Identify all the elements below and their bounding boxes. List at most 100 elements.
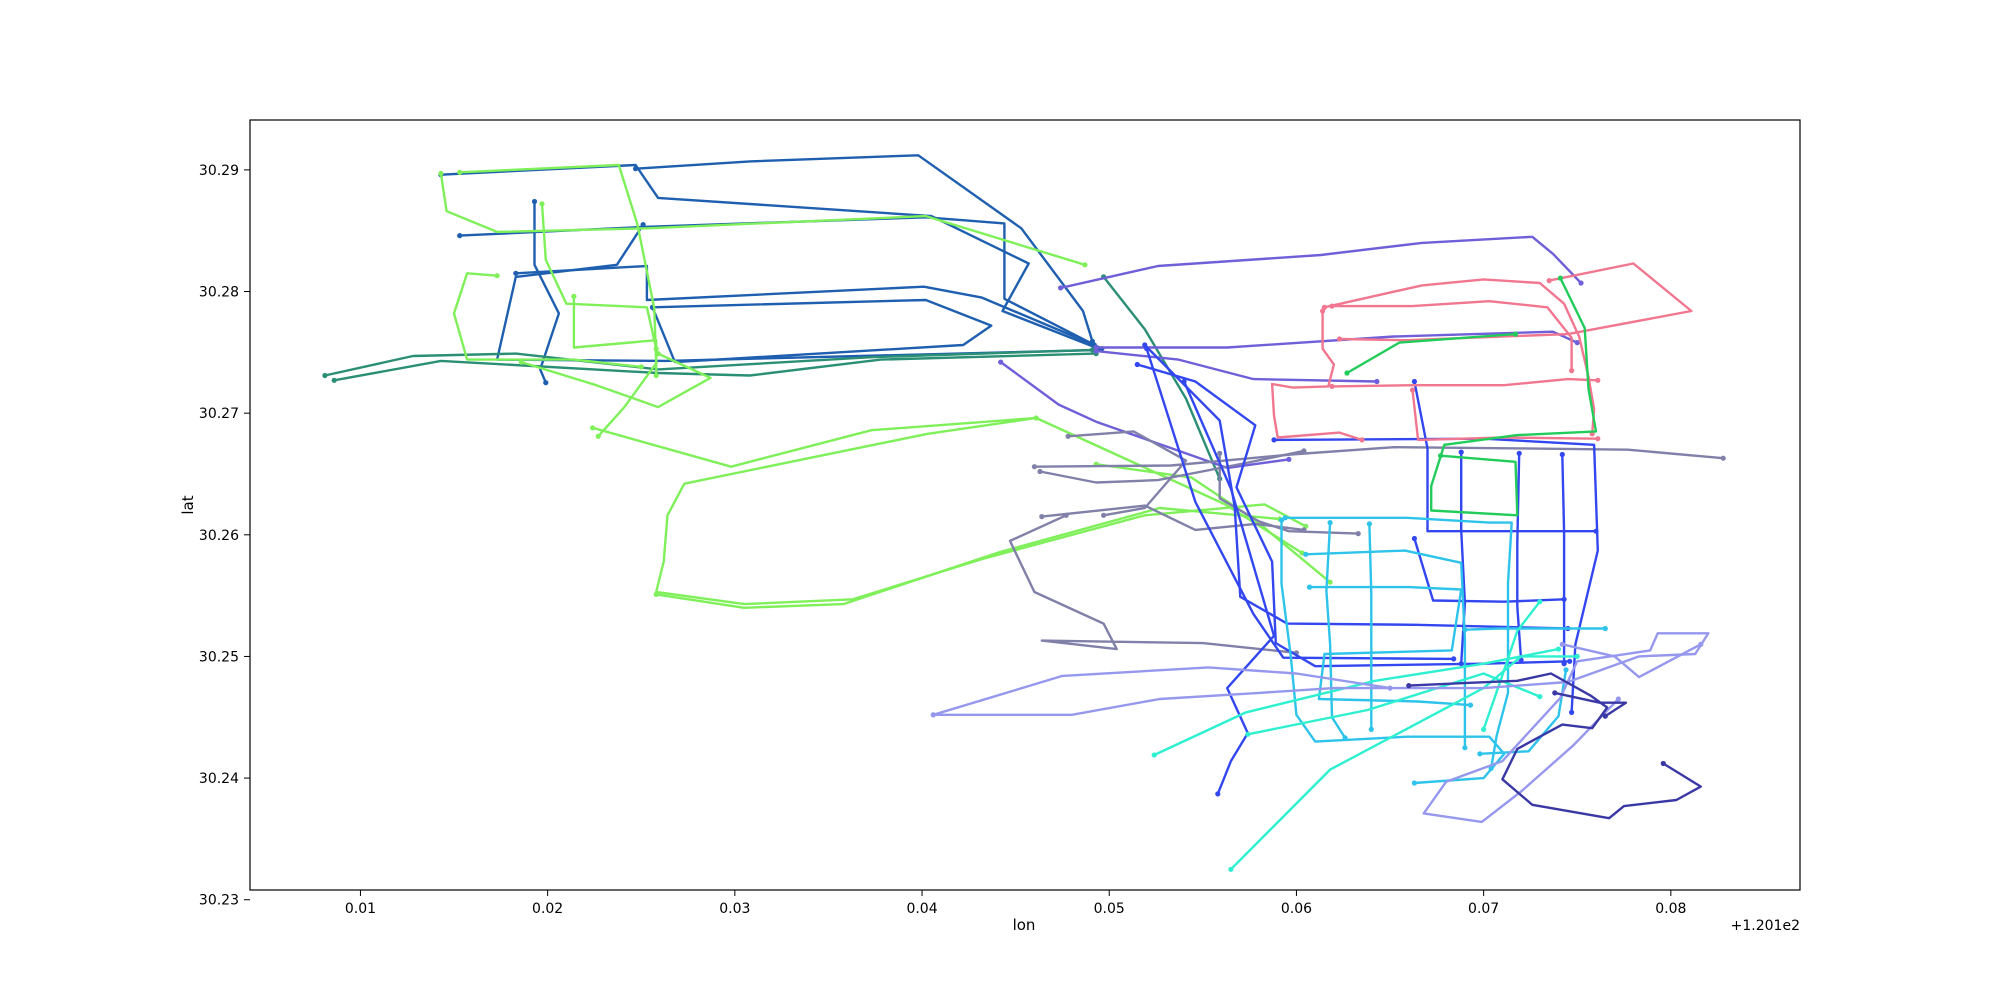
trajectory-endpoint-36-start bbox=[1458, 449, 1464, 455]
trajectory-line-52 bbox=[1325, 521, 1347, 740]
trajectory-endpoint-32-end bbox=[1451, 656, 1457, 662]
y-tick-label: 30.24 bbox=[199, 771, 239, 787]
trajectory-endpoint-25-end bbox=[1301, 448, 1307, 454]
trajectory-endpoint-2-start bbox=[457, 233, 463, 239]
trajectory-endpoint-45-end bbox=[1595, 436, 1601, 442]
trajectory-endpoint-46-end bbox=[1438, 453, 1444, 459]
trajectory-endpoint-12-start bbox=[539, 201, 545, 207]
trajectory-line-9 bbox=[1102, 275, 1221, 480]
y-tick-label: 30.25 bbox=[199, 649, 239, 665]
trajectory-endpoint-15-start bbox=[518, 359, 525, 365]
trajectory-endpoint-61-start bbox=[930, 712, 936, 718]
trajectory-endpoint-48-start bbox=[1278, 517, 1285, 523]
trajectory-endpoint-52-start bbox=[1327, 520, 1333, 526]
trajectory-endpoint-41-start bbox=[1320, 308, 1326, 314]
trajectory-endpoint-37-start bbox=[1516, 450, 1522, 456]
trajectory-endpoint-42-end bbox=[1595, 377, 1601, 383]
trajectory-line-22 bbox=[999, 360, 1291, 470]
trajectory-line-4 bbox=[514, 264, 1096, 347]
x-tick-label: 0.02 bbox=[532, 901, 563, 917]
trajectory-endpoint-49-start bbox=[1282, 515, 1288, 521]
trajectory-endpoint-14-start bbox=[494, 273, 500, 279]
trajectory-endpoint-58-start bbox=[1245, 731, 1251, 737]
trajectory-endpoint-58-end bbox=[1537, 694, 1543, 700]
x-axis-ticks: 0.01 0.02 0.03 0.04 0.05 0.06 0.07 0.08 bbox=[345, 890, 1686, 917]
trajectory-endpoint-15-end bbox=[655, 351, 661, 357]
trajectory-endpoint-41-end bbox=[1359, 437, 1365, 443]
trajectory-line-6 bbox=[533, 200, 561, 384]
y-tick-label: 30.23 bbox=[199, 893, 239, 909]
trajectory-line-37 bbox=[1516, 452, 1523, 662]
trajectory-endpoint-20-start bbox=[1058, 285, 1064, 291]
x-tick-label: 0.01 bbox=[345, 901, 376, 917]
trajectory-line-63 bbox=[1407, 672, 1703, 820]
trajectory-endpoint-44-end bbox=[1336, 336, 1343, 342]
trajectory-line-24 bbox=[1033, 446, 1725, 468]
trajectory-endpoint-13-start bbox=[571, 293, 577, 299]
trajectory-endpoint-55-start bbox=[1477, 751, 1483, 757]
y-axis-ticks: 30.23 30.24 30.25 30.26 30.27 30.28 30.29 bbox=[199, 163, 250, 909]
trajectory-endpoint-34-start bbox=[1271, 437, 1277, 443]
x-tick-label: 0.08 bbox=[1655, 901, 1686, 917]
trajectory-endpoint-63-start bbox=[1660, 760, 1666, 767]
trajectory-endpoint-10-start bbox=[457, 169, 463, 175]
y-tick-label: 30.28 bbox=[199, 285, 239, 301]
trajectory-line-23 bbox=[1094, 349, 1379, 383]
trajectory-endpoint-51-end bbox=[1467, 702, 1474, 708]
trajectory-line-35 bbox=[1413, 380, 1598, 533]
trajectory-endpoint-10-end bbox=[595, 433, 601, 439]
trajectory-line-15 bbox=[520, 352, 712, 409]
trajectory-endpoint-11-start bbox=[438, 170, 444, 177]
trajectory-line-40 bbox=[1323, 278, 1596, 435]
trajectory-line-5 bbox=[651, 298, 993, 364]
trajectory-line-18 bbox=[655, 506, 1281, 609]
trajectory-endpoint-32-start bbox=[1144, 346, 1150, 352]
trajectory-endpoint-34-end bbox=[1569, 709, 1575, 716]
trajectory-endpoint-49-end bbox=[1488, 765, 1494, 772]
trajectory-endpoint-45-start bbox=[1409, 387, 1416, 393]
trajectory-line-29 bbox=[1218, 452, 1360, 535]
trajectory-line-14 bbox=[452, 272, 643, 369]
plot-frame bbox=[249, 119, 1801, 891]
trajectory-endpoint-56-start bbox=[1228, 866, 1234, 872]
trajectory-line-1 bbox=[439, 163, 1104, 363]
y-tick-label: 30.27 bbox=[199, 406, 239, 422]
trajectory-line-51 bbox=[1308, 585, 1472, 707]
trajectory-endpoint-57-start bbox=[1151, 752, 1157, 758]
trajectory-endpoint-36-end bbox=[1458, 661, 1464, 667]
trajectory-endpoint-38-start bbox=[1559, 451, 1565, 458]
x-tick-label: 0.03 bbox=[719, 901, 750, 917]
trajectory-endpoint-62-start bbox=[1559, 641, 1565, 647]
trajectory-line-3 bbox=[634, 154, 1094, 343]
trajectory-endpoint-61-end bbox=[1387, 685, 1393, 691]
trajectory-endpoint-24-start bbox=[1031, 464, 1037, 470]
trajectory-endpoint-47-end bbox=[1512, 331, 1519, 337]
trajectory-line-47 bbox=[1345, 332, 1517, 375]
trajectory-endpoint-21-start bbox=[1093, 344, 1099, 351]
x-tick-label: 0.05 bbox=[1094, 901, 1125, 917]
trajectory-endpoint-64-end bbox=[1602, 713, 1608, 719]
trajectory-line-42 bbox=[1330, 377, 1600, 388]
trajectory-endpoint-53-end bbox=[1368, 726, 1374, 733]
trajectory-endpoint-7-start bbox=[322, 372, 328, 379]
trajectory-endpoint-6-end bbox=[543, 380, 549, 386]
trajectory-endpoint-22-end bbox=[1286, 456, 1292, 462]
trajectory-line-45 bbox=[1411, 388, 1600, 442]
trajectory-endpoint-55-end bbox=[1563, 667, 1569, 673]
trajectory-line-64 bbox=[1553, 691, 1628, 718]
trajectory-endpoint-38-end bbox=[1561, 661, 1567, 667]
trajectory-endpoint-23-start bbox=[1093, 348, 1099, 354]
trajectory-endpoint-56-end bbox=[1574, 653, 1580, 660]
trajectory-line-13 bbox=[572, 295, 658, 377]
trajectory-endpoint-13-end bbox=[653, 372, 659, 379]
trajectory-endpoint-57-end bbox=[1555, 646, 1562, 652]
x-tick-label: 0.07 bbox=[1468, 901, 1499, 917]
trajectory-line-12 bbox=[540, 202, 658, 350]
trajectory-line-26 bbox=[1066, 430, 1188, 517]
trajectory-endpoint-26-start bbox=[1065, 433, 1071, 439]
trajectory-line-28 bbox=[1008, 514, 1298, 654]
trajectory-endpoint-33-start bbox=[1181, 378, 1187, 385]
x-axis-offset-label: +1.201e2 bbox=[1731, 918, 1800, 934]
trajectory-line-60 bbox=[932, 632, 1710, 824]
